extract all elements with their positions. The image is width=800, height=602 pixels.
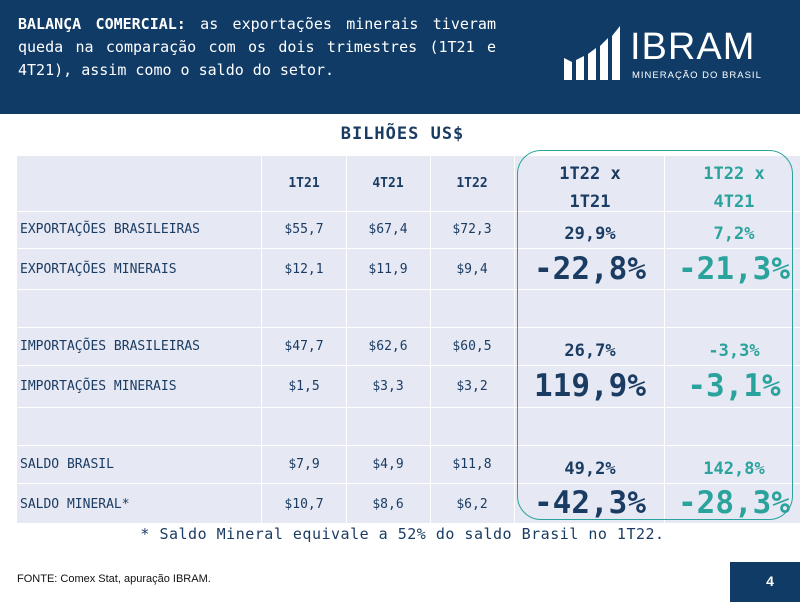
value-1t22: $6,2 [456,497,488,512]
column-divider [430,156,431,524]
pct-vs-4t21: -21,3% [678,251,790,287]
pct-vs-4t21: -3,3% [708,341,760,361]
value-1t21: $47,7 [284,339,324,354]
row-label: IMPORTAÇÕES BRASILEIRAS [20,339,201,354]
col-header-1t22: 1T22 [456,176,488,191]
row-label: EXPORTAÇÕES MINERAIS [20,262,177,277]
value-1t21: $55,7 [284,222,324,237]
table-row-spacer [17,408,800,446]
pct-vs-1t21: -22,8% [534,251,646,287]
column-divider [261,156,262,524]
pct-vs-4t21: 142,8% [703,459,765,479]
value-1t22: $11,8 [452,457,492,472]
value-1t22: $72,3 [452,222,492,237]
table-row [17,328,800,366]
logo-wordmark: IBRAM [630,26,756,68]
value-1t21: $7,9 [288,457,320,472]
value-4t21: $8,6 [372,497,404,512]
column-divider [346,156,347,524]
table-row [17,366,800,408]
footnote: * Saldo Mineral equivale a 52% do saldo … [140,525,665,543]
value-1t22: $3,2 [456,379,488,394]
row-label: SALDO MINERAL* [20,497,130,512]
col-header-4t21: 4T21 [372,176,404,191]
page-number-box [730,562,800,602]
value-1t21: $10,7 [284,497,324,512]
logo-tagline: MINERAÇÃO DO BRASIL [632,70,762,81]
row-label: IMPORTAÇÕES MINERAIS [20,379,177,394]
unit-title: BILHÕES US$ [340,124,465,144]
row-label: SALDO BRASIL [20,457,114,472]
table-row [17,249,800,290]
value-4t21: $11,9 [368,262,408,277]
column-divider [664,156,665,524]
table-row [17,446,800,484]
pct-vs-1t21: 29,9% [564,224,616,244]
header-banner: BALANÇA COMERCIAL: as exportações minera… [0,0,800,114]
col-header-1t21: 1T21 [288,176,320,191]
intro-heading: BALANÇA COMERCIAL: [18,15,186,33]
pct-vs-4t21: -3,1% [687,368,781,404]
ibram-logo: IBRAM MINERAÇÃO DO BRASIL [562,24,762,90]
pct-vs-1t21: 49,2% [564,459,616,479]
table-row [17,212,800,249]
pct-vs-4t21: -28,3% [678,485,790,521]
value-4t21: $3,3 [372,379,404,394]
value-1t22: $9,4 [456,262,488,277]
row-label: EXPORTAÇÕES BRASILEIRAS [20,222,201,237]
ibram-bars-logo-icon [564,26,620,80]
value-4t21: $62,6 [368,339,408,354]
intro-text: BALANÇA COMERCIAL: as exportações minera… [18,13,496,82]
value-1t21: $12,1 [284,262,324,277]
table-row-spacer [17,290,800,328]
intro-body: as exportações minerais tiveram queda na… [18,15,496,79]
page-number: 4 [766,573,774,589]
value-1t22: $60,5 [452,339,492,354]
table-row [17,484,800,524]
source-note: FONTE: Comex Stat, apuração IBRAM. [17,573,211,585]
pct-vs-1t21: 119,9% [534,368,646,404]
column-divider [514,156,515,524]
cmp-header-line: 1T22 x [703,164,765,184]
cmp-header-1t22-vs-4t21: 1T22 x 4T21 [664,160,800,216]
cmp-header-line: 4T21 [713,192,755,212]
table-header-row [17,156,800,212]
pct-vs-1t21: 26,7% [564,341,616,361]
pct-vs-4t21: 7,2% [713,224,755,244]
cmp-header-1t22-vs-1t21: 1T22 x 1T21 [516,160,664,216]
value-4t21: $4,9 [372,457,404,472]
value-1t21: $1,5 [288,379,320,394]
value-4t21: $67,4 [368,222,408,237]
cmp-header-line: 1T21 [569,192,611,212]
pct-vs-1t21: -42,3% [534,485,646,521]
cmp-header-line: 1T22 x [559,164,621,184]
